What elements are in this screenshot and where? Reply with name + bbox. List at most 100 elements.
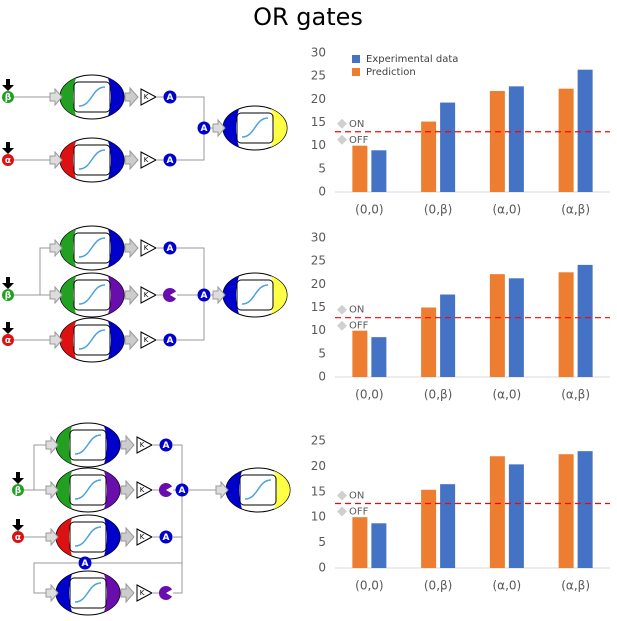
device-left <box>56 574 72 612</box>
bar <box>440 484 456 568</box>
device-right <box>108 141 124 179</box>
gain <box>140 239 158 257</box>
annotation: OFF <box>349 135 369 146</box>
sigmoid <box>74 526 102 547</box>
bar <box>558 88 574 192</box>
gain-label: K <box>140 441 145 449</box>
sigmoid <box>241 284 269 305</box>
input-arrow <box>212 285 226 305</box>
gain-label: K <box>144 93 149 101</box>
sigmoid <box>78 329 106 350</box>
sigmoid <box>74 582 102 603</box>
node-label: A <box>163 533 170 543</box>
input-label: β <box>5 93 12 103</box>
device-right <box>104 574 120 612</box>
bar <box>558 272 574 377</box>
node-circle <box>163 153 177 167</box>
bar <box>440 294 456 377</box>
node-circle <box>175 483 189 497</box>
reporter-left <box>223 276 239 314</box>
bar <box>371 337 387 377</box>
signal-arrow <box>2 277 14 289</box>
output-arrow <box>120 479 135 501</box>
x-tick-label: (0,0) <box>355 203 383 217</box>
input-circle <box>2 289 14 301</box>
x-tick-label: (α,β) <box>561 203 590 217</box>
y-tick-label: 20 <box>311 277 326 291</box>
gain <box>136 481 154 499</box>
y-tick-label: 0 <box>318 561 326 575</box>
bar <box>489 274 505 377</box>
repressor <box>158 586 172 600</box>
x-tick-label: (α,β) <box>561 388 590 402</box>
node-circle <box>197 288 211 302</box>
gain <box>140 151 158 169</box>
annotation-icon <box>337 320 347 331</box>
sigmoid <box>74 479 102 500</box>
y-tick-label: 25 <box>311 434 326 448</box>
x-tick-label: (α,0) <box>493 579 522 593</box>
wire <box>173 444 183 594</box>
input-arrow <box>45 435 59 455</box>
y-tick-label: 15 <box>311 484 326 498</box>
sigmoid <box>244 479 272 500</box>
device-left <box>60 78 76 116</box>
input-label: β <box>5 291 12 301</box>
y-tick-label: 10 <box>311 323 326 337</box>
input-circle <box>2 334 14 346</box>
input-label: α <box>5 336 11 346</box>
bar <box>440 102 456 192</box>
annotation-icon <box>337 304 347 315</box>
output-arrow <box>124 237 139 259</box>
node-label: A <box>82 559 89 569</box>
y-tick-label: 10 <box>311 510 326 524</box>
wire <box>33 562 79 594</box>
node-label: A <box>201 124 208 134</box>
input-arrow <box>49 330 63 350</box>
legend-swatch <box>352 68 360 76</box>
annotation-icon <box>337 506 347 517</box>
input-label: α <box>15 533 21 543</box>
y-tick-label: 25 <box>311 69 326 83</box>
bar <box>421 307 437 377</box>
input-circle <box>2 91 14 103</box>
input-arrow <box>45 527 59 547</box>
output-arrow <box>120 582 135 604</box>
gain-label: K <box>144 156 149 164</box>
device-left <box>56 518 72 556</box>
bar <box>577 69 593 192</box>
annotation: ON <box>349 305 364 316</box>
signal-arrow <box>2 322 14 334</box>
output-arrow <box>124 284 139 306</box>
device-right <box>108 276 124 314</box>
bar <box>371 150 387 192</box>
y-tick-label: 0 <box>318 185 326 199</box>
gain-label: K <box>144 291 149 299</box>
sigmoid <box>78 237 106 258</box>
x-tick-label: (0,β) <box>424 579 452 593</box>
input-arrow <box>212 118 226 138</box>
signal-arrow <box>12 519 24 531</box>
figure-title: OR gates <box>253 3 363 31</box>
signal-arrow <box>2 142 14 154</box>
bar <box>508 86 524 192</box>
device-left <box>60 141 76 179</box>
gain-label: K <box>140 486 145 494</box>
reporter-right <box>274 471 290 509</box>
input-arrow <box>215 480 229 500</box>
node-label: A <box>167 244 174 254</box>
y-tick-label: 5 <box>318 535 326 549</box>
output-arrow <box>124 329 139 351</box>
x-tick-label: (0,β) <box>424 388 452 402</box>
gain <box>136 584 154 602</box>
input-arrow <box>49 285 63 305</box>
device-left <box>60 321 76 359</box>
node-label: A <box>167 336 174 346</box>
bar <box>352 330 368 377</box>
node-label: A <box>167 156 174 166</box>
x-tick-label: (0,β) <box>424 203 452 217</box>
y-tick-label: 30 <box>311 46 326 60</box>
input-arrow <box>49 150 63 170</box>
y-tick-label: 0 <box>318 370 326 384</box>
